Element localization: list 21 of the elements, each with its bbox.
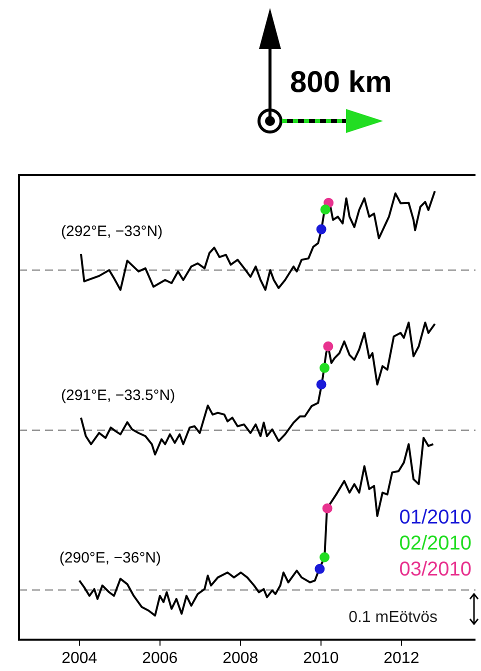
point <box>320 204 330 215</box>
text: 01/2010 <box>399 506 472 528</box>
text: 03/2010 <box>399 558 472 580</box>
point <box>323 341 334 352</box>
x-tick-label: 2010 <box>303 650 339 667</box>
x-tick-label: 2008 <box>222 650 258 667</box>
text: 800 km <box>290 66 392 100</box>
series-label: (291°E, −33.5°N) <box>60 386 176 404</box>
x-tick-label: 2012 <box>384 650 420 667</box>
point <box>320 362 330 373</box>
text: 02/2010 <box>399 532 472 554</box>
series-label: (290°E, −36°N) <box>59 550 162 567</box>
point <box>316 380 326 390</box>
point <box>316 224 326 234</box>
x-tick-label: 2006 <box>142 650 178 667</box>
x-tick-label: 2004 <box>62 650 98 667</box>
point <box>314 564 325 574</box>
point <box>320 552 330 562</box>
point <box>322 503 332 514</box>
annotation: 0.1 mEötvös <box>348 609 438 626</box>
series-label: (292°E, −33°N) <box>60 223 163 240</box>
